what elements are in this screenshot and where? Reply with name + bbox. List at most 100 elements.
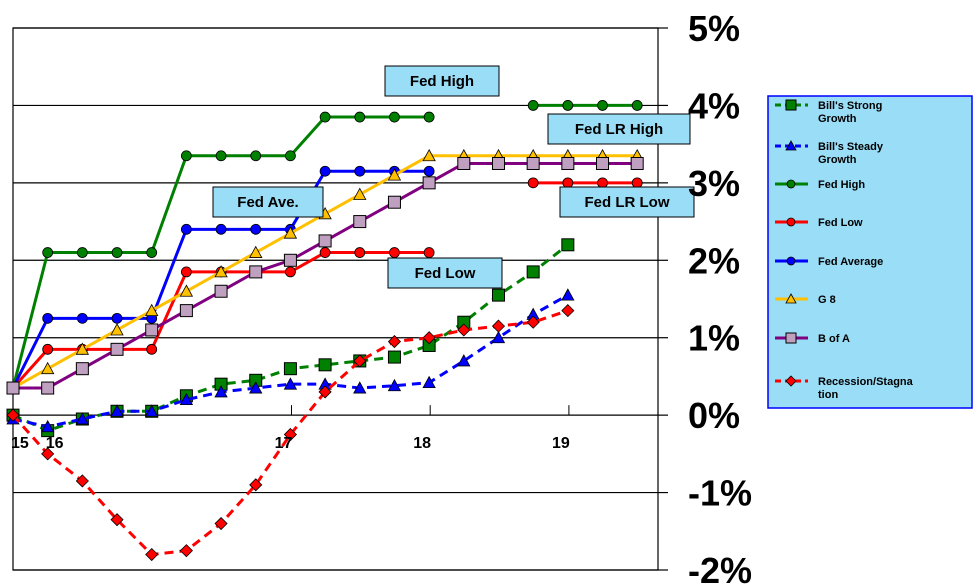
data-point	[215, 150, 227, 162]
data-point	[319, 165, 331, 177]
annotation-fed-ave: Fed Ave.	[212, 186, 324, 218]
data-point	[422, 375, 436, 389]
data-point	[318, 234, 332, 248]
data-point	[318, 358, 332, 372]
data-point	[42, 312, 54, 324]
data-point	[353, 381, 367, 394]
legend-label: Fed Low	[818, 217, 863, 229]
data-point	[41, 419, 55, 433]
series-1	[6, 288, 575, 433]
data-point	[597, 177, 608, 189]
annotation-label: Fed High	[410, 73, 474, 90]
legend-label: G 8	[818, 294, 836, 306]
data-point	[353, 354, 367, 368]
data-point	[283, 253, 297, 267]
data-point	[785, 140, 797, 151]
data-point	[526, 157, 540, 170]
data-point	[319, 247, 331, 258]
data-point	[76, 312, 88, 324]
data-point	[283, 226, 298, 239]
data-point	[527, 100, 539, 111]
data-point	[631, 100, 643, 111]
data-point	[491, 330, 506, 344]
data-point	[387, 378, 402, 392]
data-point	[785, 293, 797, 304]
x-axis-ticks: 15 16 17 18 19	[11, 435, 570, 452]
data-point	[354, 165, 366, 177]
data-point	[75, 474, 89, 488]
annotation-label: Fed Low	[415, 265, 476, 282]
x-tick-label: 15	[11, 435, 29, 452]
annotation-box	[387, 257, 503, 289]
data-point	[389, 111, 400, 123]
y-tick-label: -2%	[688, 550, 752, 585]
data-point	[110, 513, 124, 527]
data-point	[145, 404, 159, 417]
legend-label: Bill's Steady	[818, 141, 884, 153]
data-point	[562, 177, 574, 189]
annotation-box	[559, 186, 695, 218]
data-point	[319, 111, 331, 123]
series-line	[12, 293, 569, 429]
data-point	[214, 385, 228, 398]
data-point	[179, 304, 193, 318]
data-point	[422, 331, 436, 345]
annotation-label: Fed LR High	[575, 121, 663, 138]
data-point	[146, 343, 158, 355]
x-tick-label: 19	[552, 435, 570, 452]
data-point	[387, 168, 402, 181]
data-point	[250, 150, 262, 162]
data-point	[6, 381, 20, 395]
data-point	[215, 223, 227, 235]
data-point	[318, 385, 332, 399]
data-point	[41, 381, 55, 395]
legend-item: Fed Low	[775, 217, 863, 229]
data-point	[423, 165, 435, 177]
data-point	[561, 157, 575, 170]
y-tick-label: 5%	[688, 8, 740, 49]
data-point	[457, 157, 471, 170]
legend-item: Fed High	[775, 179, 865, 191]
data-point	[75, 342, 90, 355]
data-point	[179, 392, 194, 406]
data-point	[145, 547, 159, 562]
legend-label: Growth	[818, 154, 857, 166]
data-point	[285, 266, 296, 278]
data-point	[354, 247, 366, 258]
data-point	[785, 375, 797, 387]
data-point	[179, 544, 193, 558]
data-point	[785, 332, 797, 344]
data-point	[562, 100, 574, 111]
x-tick-label: 17	[275, 435, 293, 452]
data-point	[41, 447, 55, 461]
legend-label: Bill's Strong	[818, 100, 882, 112]
data-point	[526, 265, 540, 279]
data-point	[786, 179, 796, 189]
data-point	[214, 265, 228, 278]
data-point	[457, 354, 471, 367]
legend-item: Fed Average	[775, 256, 883, 268]
annotation-label: Fed Ave.	[237, 194, 298, 211]
data-point	[285, 150, 296, 162]
data-point	[630, 157, 644, 170]
y-tick-label: 2%	[688, 240, 740, 281]
data-point	[283, 362, 297, 376]
annotation-box	[384, 65, 500, 97]
annotation-fed-lr-high: Fed LR High	[547, 113, 691, 145]
data-point	[111, 247, 123, 258]
series-layer	[6, 100, 644, 562]
data-point	[387, 350, 401, 364]
data-point	[214, 284, 228, 298]
data-point	[146, 247, 158, 258]
data-point	[353, 187, 367, 200]
x-tick-label: 16	[46, 435, 64, 452]
data-point	[457, 323, 471, 337]
data-point	[214, 516, 228, 531]
y-tick-label: 4%	[688, 85, 740, 126]
annotations: Fed High Fed Ave. Fed Low Fed LR High Fed LR…	[212, 65, 695, 289]
data-point	[180, 266, 192, 278]
annotation-fed-low: Fed Low	[387, 257, 503, 289]
